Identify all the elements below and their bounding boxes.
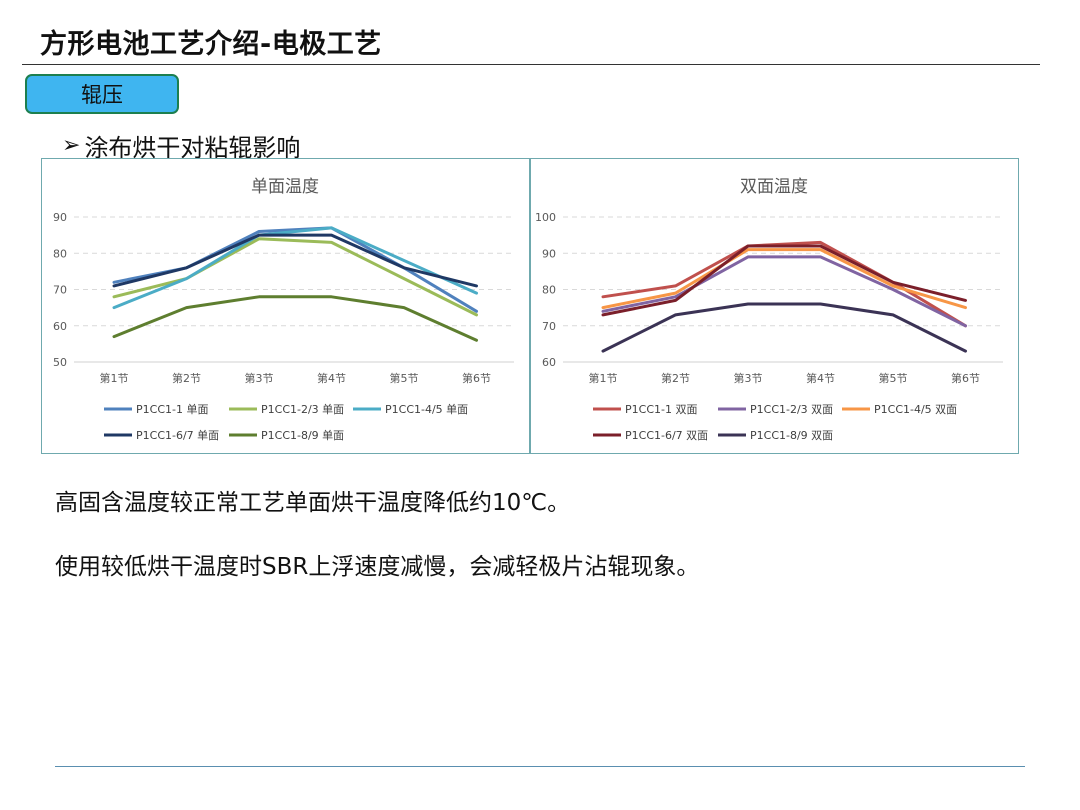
y-tick-label: 70 <box>53 284 67 297</box>
y-tick-label: 90 <box>542 247 556 260</box>
chart-title: 单面温度 <box>251 177 319 197</box>
x-tick-label: 第5节 <box>879 371 908 385</box>
x-tick-label: 第6节 <box>462 371 491 385</box>
series-line <box>112 226 478 310</box>
chart-double-side-temperature: 双面温度 60 70 80 90 100 第1节 第2节 第3节 第4节 第5节 第6节 P1CC1-1… <box>535 177 1003 442</box>
x-tick-label: 第3节 <box>245 371 274 385</box>
legend-label: P1CC1-4/5 双面 <box>874 403 957 416</box>
section-tag: 辊压 <box>25 74 179 114</box>
x-tick-label: 第2节 <box>172 371 201 385</box>
chart-single-side-temperature: 单面温度 50 60 70 80 90 第1节 第2节 第3节 第4节 第5节 第6节 P1CC1-1 … <box>53 177 514 442</box>
y-tick-label: 100 <box>535 211 556 224</box>
x-tick-label: 第2节 <box>661 371 690 385</box>
y-tick-label: 90 <box>53 211 67 224</box>
legend-label: P1CC1-6/7 单面 <box>136 429 219 442</box>
chart-panel-double: 双面温度 60 70 80 90 100 第1节 第2节 第3节 第4节 第5节 第6节 P1CC1-1… <box>530 158 1019 454</box>
title-divider <box>22 64 1040 65</box>
legend-label: P1CC1-2/3 双面 <box>750 403 833 416</box>
legend-label: P1CC1-1 双面 <box>625 403 697 416</box>
bullet-text: 涂布烘干对粘辊影响 <box>84 134 301 162</box>
paragraph-1: 高固含温度较正常工艺单面烘干温度降低约10℃。 <box>55 490 571 516</box>
x-tick-label: 第1节 <box>100 371 129 385</box>
series-line <box>112 237 478 317</box>
series-line <box>601 240 967 328</box>
y-tick-label: 80 <box>53 247 67 260</box>
x-tick-label: 第3节 <box>734 371 763 385</box>
x-tick-label: 第6节 <box>951 371 980 385</box>
y-tick-label: 60 <box>542 356 556 369</box>
y-tick-label: 60 <box>53 320 67 333</box>
legend-label: P1CC1-8/9 双面 <box>750 429 833 442</box>
series-line <box>601 244 967 317</box>
series-line <box>601 255 967 328</box>
paragraph-2: 使用较低烘干温度时SBR上浮速度减慢，会减轻极片沾辊现象。 <box>55 554 700 580</box>
x-tick-label: 第5节 <box>390 371 419 385</box>
legend-label: P1CC1-6/7 双面 <box>625 429 708 442</box>
bullet-arrow-icon: ➢ <box>62 133 81 158</box>
chart-panel-single: 单面温度 50 60 70 80 90 第1节 第2节 第3节 第4节 第5节 第6节 P1CC1-1 … <box>41 158 530 454</box>
x-tick-label: 第1节 <box>589 371 618 385</box>
slide-title: 方形电池工艺介绍-电极工艺 <box>40 29 382 60</box>
series-line <box>601 302 967 353</box>
y-tick-label: 70 <box>542 320 556 333</box>
x-tick-label: 第4节 <box>806 371 835 385</box>
footer-divider <box>55 766 1025 767</box>
series-line <box>112 295 478 342</box>
legend-label: P1CC1-4/5 单面 <box>385 403 468 416</box>
chart-title: 双面温度 <box>740 177 808 197</box>
series-line <box>601 248 967 310</box>
section-tag-label: 辊压 <box>81 83 123 107</box>
bullet-heading: ➢ 涂布烘干对粘辊影响 <box>62 128 300 163</box>
y-tick-label: 50 <box>53 356 67 369</box>
legend-label: P1CC1-2/3 单面 <box>261 403 344 416</box>
legend-label: P1CC1-1 单面 <box>136 403 208 416</box>
x-tick-label: 第4节 <box>317 371 346 385</box>
legend-label: P1CC1-8/9 单面 <box>261 429 344 442</box>
y-tick-label: 80 <box>542 284 556 297</box>
series-line <box>112 233 478 288</box>
